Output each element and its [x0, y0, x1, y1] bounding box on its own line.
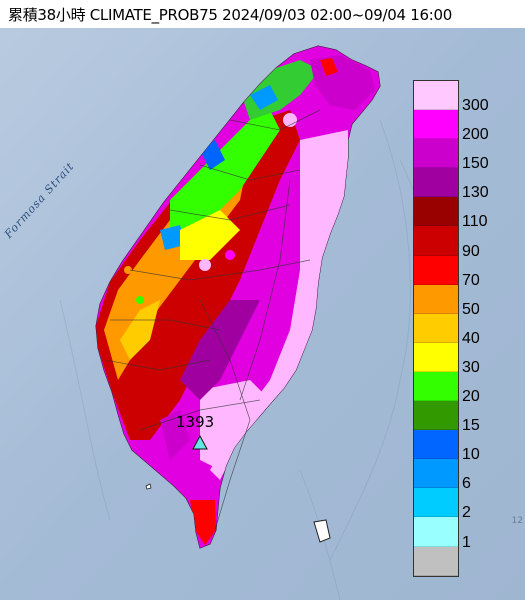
legend-label: 10	[462, 446, 480, 464]
legend-label: 300	[462, 97, 489, 114]
legend-swatch	[414, 459, 458, 489]
small-island	[145, 483, 152, 490]
legend-swatch	[414, 401, 458, 431]
legend-swatch	[414, 197, 458, 227]
legend-label: 50	[462, 300, 480, 318]
legend-label: 150	[462, 155, 489, 173]
legend-label: 6	[462, 475, 471, 493]
legend-label: 20	[462, 388, 480, 405]
legend-swatch	[414, 255, 458, 285]
legend-label: 30	[462, 358, 480, 376]
max-value-marker	[192, 434, 208, 450]
legend-swatch	[414, 546, 458, 576]
legend-swatch	[414, 488, 458, 518]
legend-label: 110	[462, 213, 488, 231]
legend-swatch	[414, 517, 458, 547]
legend-label: 40	[462, 329, 480, 347]
green-island	[313, 519, 331, 543]
map-title: 累積38小時 CLIMATE_PROB75 2024/09/03 02:00~0…	[8, 6, 452, 24]
legend-swatch	[414, 81, 458, 111]
legend-label: 2	[462, 504, 471, 522]
legend-swatch	[414, 168, 458, 198]
legend-label: 200	[462, 126, 489, 144]
legend-swatch	[414, 430, 458, 460]
legend-swatch	[414, 284, 458, 314]
legend-swatch	[414, 226, 458, 256]
legend-label: 70	[462, 271, 480, 289]
legend-swatch	[414, 110, 458, 140]
max-value-label: 1393	[176, 413, 215, 431]
legend-label: 90	[462, 242, 480, 260]
title-bar: 累積38小時 CLIMATE_PROB75 2024/09/03 02:00~0…	[0, 0, 525, 28]
legend-swatch	[414, 371, 458, 402]
legend-label: 1	[462, 533, 471, 551]
color-legend	[413, 80, 459, 577]
legend-swatch	[414, 139, 458, 169]
legend-swatch	[414, 342, 458, 372]
corner-label: 12	[511, 516, 523, 526]
legend-swatch	[414, 313, 458, 343]
county-boundaries	[104, 109, 321, 531]
legend-label: 130	[462, 184, 489, 202]
legend-label: 15	[462, 417, 480, 435]
